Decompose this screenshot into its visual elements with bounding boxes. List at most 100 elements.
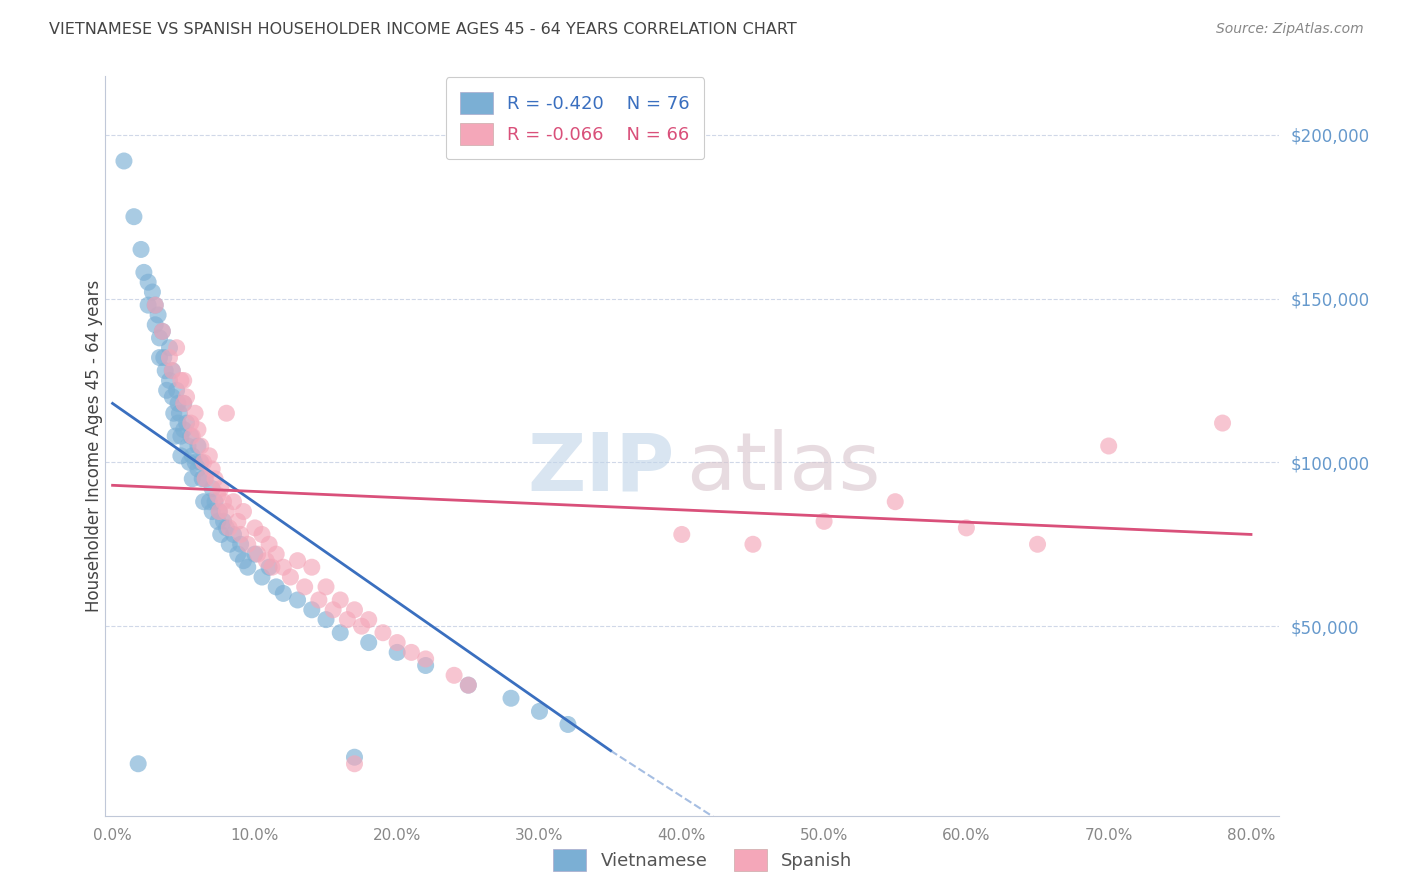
Spanish (671, 527, 693, 541)
Spanish (176, 390, 198, 404)
Spanish (222, 494, 245, 508)
Vietnamese (191, 472, 214, 486)
Y-axis label: Householder Income Ages 45 - 64 years: Householder Income Ages 45 - 64 years (86, 280, 103, 612)
Vietnamese (129, 243, 152, 257)
Spanish (357, 613, 380, 627)
Spanish (250, 527, 273, 541)
Spanish (336, 613, 359, 627)
Vietnamese (173, 423, 195, 437)
Spanish (1212, 416, 1234, 430)
Vietnamese (287, 593, 309, 607)
Legend: R = -0.420    N = 76, R = -0.066    N = 66: R = -0.420 N = 76, R = -0.066 N = 66 (446, 78, 704, 160)
Spanish (884, 494, 907, 508)
Vietnamese (162, 390, 184, 404)
Spanish (194, 472, 217, 486)
Spanish (322, 603, 344, 617)
Spanish (260, 560, 283, 574)
Vietnamese (357, 635, 380, 649)
Vietnamese (148, 351, 170, 365)
Vietnamese (173, 396, 195, 410)
Spanish (159, 351, 181, 365)
Vietnamese (415, 658, 437, 673)
Spanish (371, 625, 394, 640)
Spanish (457, 678, 479, 692)
Spanish (280, 570, 302, 584)
Vietnamese (181, 472, 204, 486)
Spanish (742, 537, 765, 551)
Vietnamese (141, 285, 163, 299)
Vietnamese (122, 210, 145, 224)
Vietnamese (194, 472, 217, 486)
Spanish (315, 580, 337, 594)
Vietnamese (499, 691, 522, 706)
Vietnamese (177, 439, 200, 453)
Spanish (232, 504, 254, 518)
Vietnamese (159, 374, 181, 388)
Vietnamese (165, 429, 187, 443)
Vietnamese (209, 527, 232, 541)
Vietnamese (159, 341, 181, 355)
Spanish (350, 619, 373, 633)
Vietnamese (236, 560, 259, 574)
Spanish (443, 668, 465, 682)
Spanish (301, 560, 323, 574)
Vietnamese (201, 504, 224, 518)
Vietnamese (301, 603, 323, 617)
Spanish (813, 514, 835, 528)
Vietnamese (148, 331, 170, 345)
Text: ZIP: ZIP (527, 429, 675, 508)
Spanish (208, 504, 231, 518)
Vietnamese (343, 750, 366, 764)
Vietnamese (169, 406, 191, 420)
Vietnamese (457, 678, 479, 692)
Spanish (150, 324, 173, 338)
Spanish (243, 521, 266, 535)
Vietnamese (232, 554, 254, 568)
Vietnamese (136, 275, 159, 289)
Vietnamese (127, 756, 149, 771)
Spanish (329, 593, 352, 607)
Spanish (246, 547, 269, 561)
Vietnamese (162, 364, 184, 378)
Spanish (162, 364, 184, 378)
Vietnamese (184, 455, 207, 469)
Spanish (1026, 537, 1049, 551)
Spanish (254, 554, 277, 568)
Spanish (170, 374, 193, 388)
Spanish (264, 547, 287, 561)
Legend: Vietnamese, Spanish: Vietnamese, Spanish (546, 842, 860, 879)
Vietnamese (229, 537, 252, 551)
Spanish (166, 341, 188, 355)
Spanish (273, 560, 295, 574)
Vietnamese (329, 625, 352, 640)
Spanish (257, 537, 280, 551)
Vietnamese (112, 153, 135, 168)
Spanish (229, 527, 252, 541)
Spanish (215, 406, 238, 420)
Spanish (212, 494, 235, 508)
Vietnamese (166, 384, 188, 398)
Spanish (236, 537, 259, 551)
Vietnamese (136, 298, 159, 312)
Text: VIETNAMESE VS SPANISH HOUSEHOLDER INCOME AGES 45 - 64 YEARS CORRELATION CHART: VIETNAMESE VS SPANISH HOUSEHOLDER INCOME… (49, 22, 797, 37)
Spanish (190, 439, 212, 453)
Spanish (308, 593, 330, 607)
Vietnamese (222, 527, 245, 541)
Vietnamese (557, 717, 579, 731)
Vietnamese (208, 504, 231, 518)
Vietnamese (315, 613, 337, 627)
Vietnamese (163, 406, 186, 420)
Vietnamese (529, 704, 551, 718)
Spanish (401, 645, 423, 659)
Vietnamese (155, 364, 177, 378)
Vietnamese (143, 318, 166, 332)
Vietnamese (264, 580, 287, 594)
Spanish (415, 652, 437, 666)
Spanish (173, 374, 195, 388)
Vietnamese (143, 298, 166, 312)
Vietnamese (181, 449, 204, 463)
Vietnamese (243, 547, 266, 561)
Spanish (204, 472, 226, 486)
Vietnamese (215, 521, 238, 535)
Spanish (215, 504, 238, 518)
